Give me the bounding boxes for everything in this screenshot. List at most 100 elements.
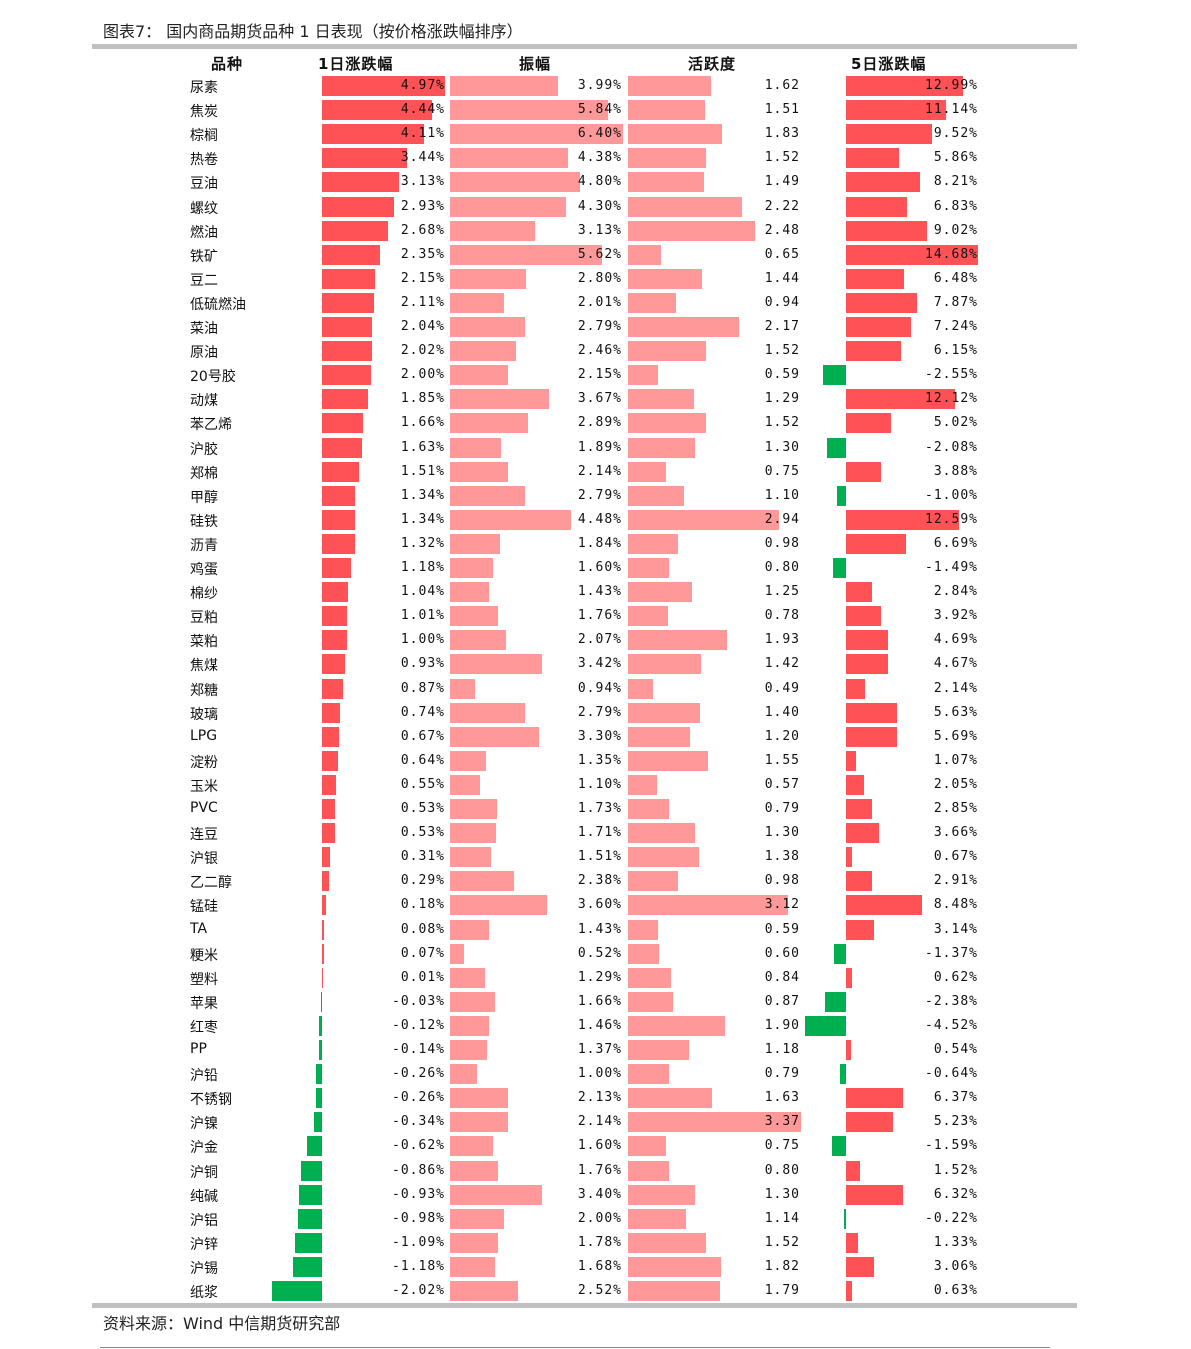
value-5d-change: 7.87%	[933, 294, 978, 310]
bar-activity	[628, 413, 706, 434]
value-activity: 1.25	[764, 584, 800, 600]
header-amplitude: 振幅	[519, 55, 552, 73]
value-activity: 0.78	[764, 608, 800, 624]
bar-1d-change	[300, 1160, 322, 1181]
bar-activity	[628, 582, 693, 603]
bar-activity	[628, 1136, 667, 1157]
value-activity: 1.52	[764, 343, 800, 359]
bar-amplitude	[450, 1112, 508, 1133]
value-1d-change: 0.93%	[400, 656, 445, 672]
footer-line	[100, 1347, 1050, 1348]
row-name: 纸浆	[190, 1285, 218, 1301]
bar-activity	[628, 485, 685, 506]
bar-activity	[628, 172, 705, 193]
row-name: 沪胶	[190, 441, 218, 458]
bar-1d-change	[322, 895, 327, 916]
bar-1d-change	[322, 485, 356, 506]
bar-amplitude	[450, 461, 508, 482]
value-5d-change: 8.21%	[933, 174, 978, 190]
value-1d-change: 0.55%	[400, 776, 445, 792]
row-name: 铁矿	[190, 248, 218, 265]
bar-1d-change	[322, 341, 372, 362]
value-1d-change: 2.02%	[400, 343, 445, 359]
value-1d-change: 0.64%	[400, 752, 445, 768]
bar-amplitude	[450, 943, 465, 964]
value-1d-change: 2.93%	[400, 198, 445, 214]
bar-5d-change	[846, 847, 853, 868]
value-amplitude: 3.42%	[577, 656, 622, 672]
bar-5d-change	[846, 630, 889, 651]
value-activity: 0.60	[764, 945, 800, 961]
bar-activity	[628, 823, 695, 844]
bar-amplitude	[450, 341, 517, 362]
row-name: 尿素	[190, 80, 218, 96]
bar-1d-change	[322, 413, 363, 434]
bar-5d-change	[846, 774, 865, 795]
value-1d-change: 2.35%	[400, 246, 445, 262]
value-5d-change: 6.15%	[933, 343, 978, 359]
row-name: 郑糖	[190, 682, 218, 699]
row-name: 原油	[190, 345, 218, 362]
row-name: 苯乙烯	[190, 417, 232, 434]
value-5d-change: 2.05%	[933, 776, 978, 792]
bar-1d-change	[322, 678, 344, 699]
value-5d-change: 7.24%	[933, 319, 978, 334]
value-1d-change: -0.86%	[392, 1162, 445, 1178]
value-amplitude: 2.13%	[577, 1090, 622, 1106]
value-activity: 1.10	[764, 487, 800, 503]
value-5d-change: 0.67%	[933, 849, 978, 865]
value-activity: 1.55	[764, 752, 800, 768]
value-activity: 1.63	[764, 1090, 800, 1106]
value-amplitude: 1.78%	[577, 1234, 622, 1250]
value-activity: 0.87	[764, 993, 800, 1009]
value-amplitude: 2.46%	[577, 343, 622, 359]
bar-1d-change	[322, 220, 389, 241]
bar-activity	[628, 437, 695, 458]
row-name: 沪银	[190, 851, 218, 868]
value-amplitude: 2.07%	[577, 632, 622, 648]
value-amplitude: 2.79%	[577, 319, 622, 334]
bar-amplitude	[450, 172, 580, 193]
value-5d-change: 2.91%	[933, 873, 978, 889]
bar-5d-change	[846, 1184, 903, 1205]
value-activity: 1.38	[764, 849, 800, 865]
value-amplitude: 1.46%	[577, 1017, 622, 1033]
value-1d-change: 1.34%	[400, 511, 445, 527]
value-amplitude: 1.00%	[577, 1066, 622, 1082]
bar-activity	[628, 341, 706, 362]
bar-1d-change	[272, 1281, 322, 1301]
bar-1d-change	[322, 461, 360, 482]
value-1d-change: 2.11%	[400, 294, 445, 310]
row-name: 沪铜	[190, 1164, 218, 1181]
value-activity: 1.52	[764, 1234, 800, 1250]
bar-5d-change	[833, 943, 846, 964]
bar-activity	[628, 244, 662, 265]
row-name: 不锈钢	[190, 1092, 232, 1109]
bar-activity	[628, 678, 654, 699]
value-amplitude: 1.76%	[577, 1162, 622, 1178]
row-name: TA	[190, 920, 208, 937]
value-5d-change: 9.02%	[933, 222, 978, 238]
value-activity: 0.59	[764, 367, 800, 383]
row-name: 纯碱	[190, 1188, 218, 1205]
bar-activity	[628, 509, 779, 530]
value-1d-change: -0.26%	[392, 1066, 445, 1082]
bar-amplitude	[450, 1256, 496, 1277]
bar-activity	[628, 1064, 669, 1085]
bar-1d-change	[322, 943, 324, 964]
bar-5d-change	[846, 702, 897, 723]
bar-amplitude	[450, 268, 526, 289]
row-name: 沥青	[190, 537, 218, 554]
value-amplitude: 0.94%	[577, 680, 622, 696]
bar-amplitude	[450, 1281, 519, 1301]
bar-1d-change	[319, 1015, 322, 1036]
bar-1d-change	[322, 823, 336, 844]
row-name: 棉纱	[190, 586, 218, 603]
value-activity: 1.42	[764, 656, 800, 672]
bar-5d-change	[805, 1015, 846, 1036]
bar-amplitude	[450, 1064, 477, 1085]
value-activity: 1.49	[764, 174, 800, 190]
value-5d-change: 2.14%	[933, 680, 978, 696]
value-1d-change: 1.63%	[400, 439, 445, 455]
bar-amplitude	[450, 148, 569, 169]
